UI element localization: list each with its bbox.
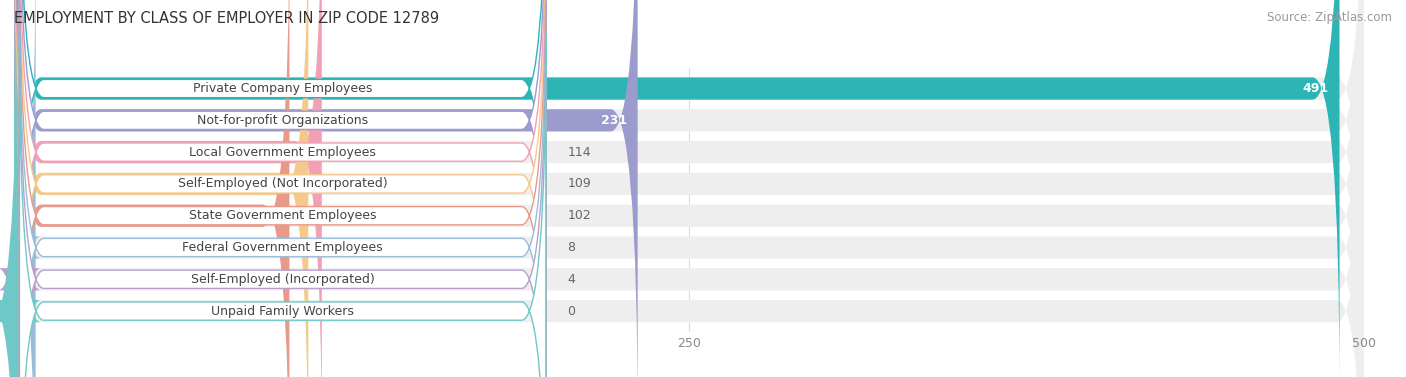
FancyBboxPatch shape [0, 0, 41, 377]
Text: Local Government Employees: Local Government Employees [190, 146, 375, 159]
FancyBboxPatch shape [14, 0, 1364, 377]
Text: Federal Government Employees: Federal Government Employees [183, 241, 382, 254]
Text: 114: 114 [568, 146, 591, 159]
Text: 109: 109 [568, 178, 591, 190]
FancyBboxPatch shape [14, 0, 1364, 377]
Text: State Government Employees: State Government Employees [188, 209, 377, 222]
FancyBboxPatch shape [20, 0, 546, 377]
FancyBboxPatch shape [14, 0, 638, 377]
Text: Unpaid Family Workers: Unpaid Family Workers [211, 305, 354, 317]
Text: EMPLOYMENT BY CLASS OF EMPLOYER IN ZIP CODE 12789: EMPLOYMENT BY CLASS OF EMPLOYER IN ZIP C… [14, 11, 439, 26]
Text: Private Company Employees: Private Company Employees [193, 82, 373, 95]
FancyBboxPatch shape [0, 4, 41, 377]
Text: 0: 0 [568, 305, 575, 317]
Text: 102: 102 [568, 209, 591, 222]
FancyBboxPatch shape [14, 0, 1364, 377]
FancyBboxPatch shape [20, 0, 546, 377]
FancyBboxPatch shape [14, 0, 1364, 377]
FancyBboxPatch shape [14, 0, 290, 377]
FancyBboxPatch shape [14, 0, 308, 377]
Text: Source: ZipAtlas.com: Source: ZipAtlas.com [1267, 11, 1392, 24]
FancyBboxPatch shape [20, 34, 546, 377]
FancyBboxPatch shape [14, 4, 1364, 377]
FancyBboxPatch shape [14, 0, 1340, 377]
FancyBboxPatch shape [20, 0, 546, 366]
Text: Not-for-profit Organizations: Not-for-profit Organizations [197, 114, 368, 127]
FancyBboxPatch shape [20, 2, 546, 377]
FancyBboxPatch shape [14, 0, 1364, 377]
Text: 491: 491 [1302, 82, 1329, 95]
Text: 4: 4 [568, 273, 575, 286]
Text: 231: 231 [600, 114, 627, 127]
Text: 8: 8 [568, 241, 575, 254]
FancyBboxPatch shape [14, 0, 322, 377]
FancyBboxPatch shape [8, 0, 41, 377]
FancyBboxPatch shape [20, 0, 546, 377]
Text: Self-Employed (Incorporated): Self-Employed (Incorporated) [191, 273, 374, 286]
FancyBboxPatch shape [20, 0, 546, 377]
Text: Self-Employed (Not Incorporated): Self-Employed (Not Incorporated) [177, 178, 388, 190]
FancyBboxPatch shape [14, 0, 1364, 377]
FancyBboxPatch shape [14, 0, 1364, 377]
FancyBboxPatch shape [20, 0, 546, 377]
